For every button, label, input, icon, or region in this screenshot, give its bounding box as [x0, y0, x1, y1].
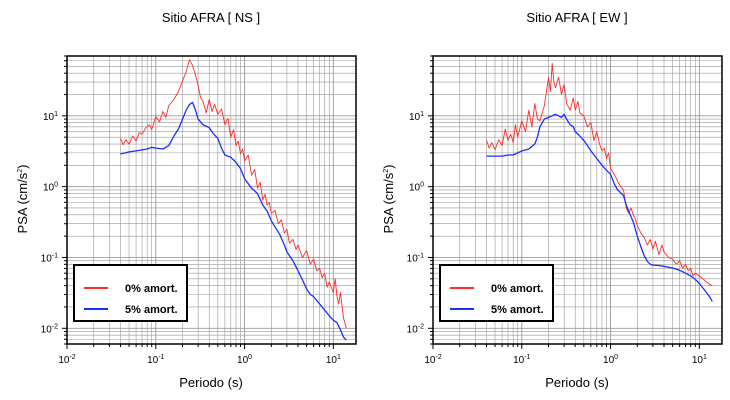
- y-axis-label-main: PSA (cm/s: [15, 172, 30, 233]
- legend-label-0pct: 0% amort.: [491, 283, 544, 295]
- y-axis-label-main: PSA (cm/s: [381, 172, 396, 233]
- series-line-5pct: [486, 113, 713, 302]
- x-axis-label: Periodo (s): [545, 375, 609, 390]
- y-axis-label: PSA (cm/s2): [15, 165, 30, 234]
- panel-ns: Sitio AFRA [ NS ] 10-2 10-1 100 101 10-2 10-1…: [15, 10, 357, 390]
- y-tick-label: 10-2: [407, 323, 424, 335]
- y-axis-label-end: ): [15, 165, 30, 169]
- series-line-0pct: [486, 62, 713, 287]
- legend-label-5pct: 5% amort.: [125, 304, 178, 316]
- legend-label-0pct: 0% amort.: [125, 283, 178, 295]
- x-tick-label: 101: [692, 354, 707, 366]
- y-axis-label-sup: 2: [383, 169, 390, 173]
- y-axis-label-end: ): [381, 165, 396, 169]
- y-tick-label: 10-1: [41, 252, 58, 264]
- x-tick-label: 10-1: [513, 354, 530, 366]
- x-tick-label: 101: [326, 354, 341, 366]
- y-tick-label: 10-1: [407, 252, 424, 264]
- x-tick-label: 100: [237, 354, 252, 366]
- y-axis-label: PSA (cm/s2): [381, 165, 396, 234]
- series-line-5pct: [120, 101, 347, 341]
- plot-frame: [66, 55, 357, 345]
- panel-title: Sitio AFRA [ NS ]: [162, 10, 260, 25]
- y-tick-label: 100: [409, 182, 424, 194]
- legend-box: [73, 264, 188, 322]
- x-axis-label: Periodo (s): [179, 375, 243, 390]
- x-tick-label: 10-2: [424, 354, 441, 366]
- y-tick-label: 101: [409, 111, 424, 123]
- y-tick-label: 101: [43, 111, 58, 123]
- panel-ew: Sitio AFRA [ EW ] 10-2 10-1 100 101 10-2 10-1…: [381, 10, 723, 390]
- panel-title: Sitio AFRA [ EW ]: [526, 10, 627, 25]
- legend-label-5pct: 5% amort.: [491, 304, 544, 316]
- y-tick-label: 100: [43, 182, 58, 194]
- plot-frame: [432, 55, 723, 345]
- x-tick-label: 10-1: [147, 354, 164, 366]
- plot-area: 10-2 10-1 100 101 10-2 10-1 100 101: [407, 55, 723, 366]
- legend-box: [439, 264, 554, 322]
- legend: 0% amort. 5% amort.: [439, 264, 554, 322]
- y-tick-label: 10-2: [41, 323, 58, 335]
- x-tick-label: 100: [603, 354, 618, 366]
- x-tick-label: 10-2: [58, 354, 75, 366]
- series-line-0pct: [120, 59, 347, 329]
- legend: 0% amort. 5% amort.: [73, 264, 188, 322]
- y-axis-label-sup: 2: [17, 169, 24, 173]
